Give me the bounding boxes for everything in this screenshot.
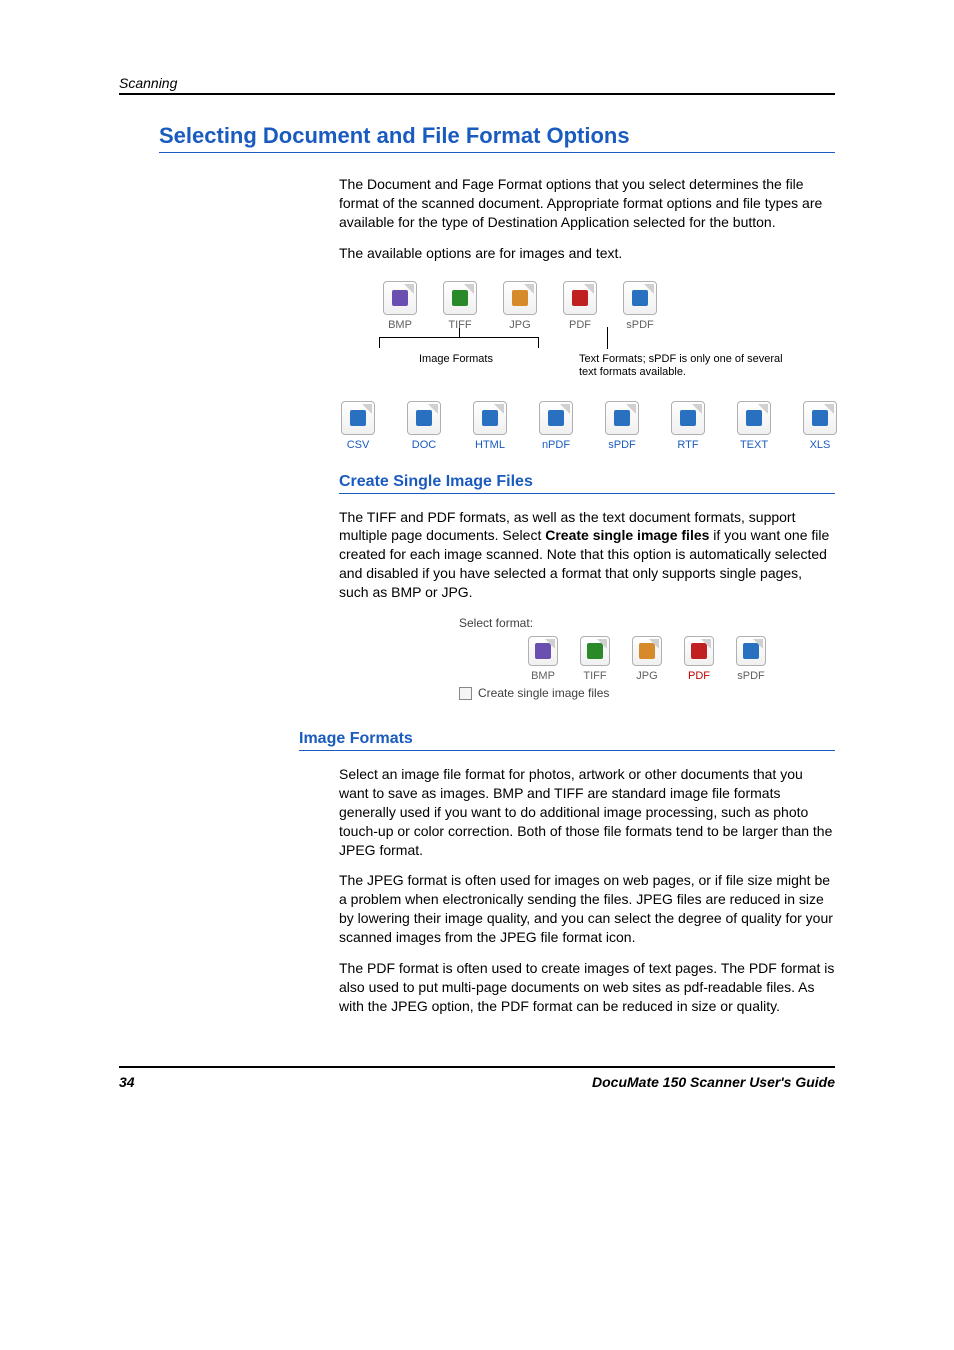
file-icon (737, 401, 771, 435)
intro-p2: The available options are for images and… (339, 244, 835, 263)
format-icon-label: JPG (509, 319, 530, 331)
format-icon-bmp[interactable]: BMP (524, 636, 562, 682)
file-icon (539, 401, 573, 435)
format-icon-bmp[interactable]: BMP (379, 281, 421, 331)
file-icon (580, 636, 610, 666)
file-icon (443, 281, 477, 315)
imgfmt-p2: The JPEG format is often used for images… (339, 871, 835, 947)
format-icon-label: JPG (636, 670, 657, 682)
format-icon-label: sPDF (608, 439, 636, 451)
page-title: Selecting Document and File Format Optio… (159, 123, 835, 153)
format-icon-label: TIFF (448, 319, 471, 331)
format-icon-xls[interactable]: XLS (803, 401, 837, 451)
format-icon-label: XLS (810, 439, 831, 451)
header-rule (119, 93, 835, 95)
select-format-panel: Select format: BMP TIFF JPG PDF sPDF Create … (459, 616, 835, 700)
bracket-right-label: Text Formats; sPDF is only one of severa… (579, 353, 799, 379)
format-icon-label: sPDF (626, 319, 654, 331)
format-icon-npdf[interactable]: nPDF (539, 401, 573, 451)
create-single-body: The TIFF and PDF formats, as well as the… (339, 508, 835, 602)
file-icon (341, 401, 375, 435)
create-single-checkbox-row[interactable]: Create single image files (459, 686, 835, 700)
select-format-toolbar: BMP TIFF JPG PDF sPDF (459, 636, 835, 682)
heading-image-formats: Image Formats (299, 730, 835, 751)
create-single-paragraph: The TIFF and PDF formats, as well as the… (339, 508, 835, 602)
file-icon (736, 636, 766, 666)
bracket-left-label: Image Formats (419, 353, 493, 366)
image-formats-body: Select an image file format for photos, … (339, 765, 835, 1016)
intro-block: The Document and Fage Format options tha… (339, 175, 835, 263)
create-single-checkbox[interactable] (459, 687, 472, 700)
create-single-checkbox-label: Create single image files (478, 686, 609, 700)
file-icon (563, 281, 597, 315)
format-icon-spdf[interactable]: sPDF (732, 636, 770, 682)
format-icon-rtf[interactable]: RTF (671, 401, 705, 451)
file-icon (632, 636, 662, 666)
format-icon-jpg[interactable]: JPG (628, 636, 666, 682)
format-icon-jpg[interactable]: JPG (499, 281, 541, 331)
format-icon-spdf[interactable]: sPDF (605, 401, 639, 451)
format-icon-label: CSV (347, 439, 370, 451)
format-icon-csv[interactable]: CSV (341, 401, 375, 451)
file-icon (671, 401, 705, 435)
intro-p1: The Document and Fage Format options tha… (339, 175, 835, 232)
bracket-annotations: Image Formats Text Formats; sPDF is only… (379, 337, 835, 377)
page-footer: 34 DocuMate 150 Scanner User's Guide (119, 1066, 835, 1090)
format-icon-label: BMP (388, 319, 412, 331)
heading-create-single: Create Single Image Files (339, 473, 835, 494)
imgfmt-p3: The PDF format is often used to create i… (339, 959, 835, 1016)
file-icon (503, 281, 537, 315)
format-icon-spdf[interactable]: sPDF (619, 281, 661, 331)
format-toolbar-primary: BMP TIFF JPG PDF sPDF (379, 281, 835, 331)
format-icon-label: sPDF (737, 670, 765, 682)
create-p-bold: Create single image files (545, 527, 709, 543)
format-icon-label: BMP (531, 670, 555, 682)
format-icon-pdf[interactable]: PDF (680, 636, 718, 682)
format-icon-label: TIFF (583, 670, 606, 682)
format-icon-tiff[interactable]: TIFF (439, 281, 481, 331)
format-icon-label: RTF (677, 439, 698, 451)
select-format-label: Select format: (459, 616, 835, 630)
format-icon-label: nPDF (542, 439, 570, 451)
format-icon-label: PDF (569, 319, 591, 331)
page-number: 34 (119, 1074, 135, 1090)
format-icon-label: TEXT (740, 439, 768, 451)
format-icon-text[interactable]: TEXT (737, 401, 771, 451)
format-icon-label: HTML (475, 439, 505, 451)
format-icon-doc[interactable]: DOC (407, 401, 441, 451)
imgfmt-p1: Select an image file format for photos, … (339, 765, 835, 859)
format-icon-html[interactable]: HTML (473, 401, 507, 451)
format-toolbar-text: CSV DOC HTML nPDF sPDF RTF TEXT XLS (341, 401, 835, 451)
format-icon-pdf[interactable]: PDF (559, 281, 601, 331)
file-icon (605, 401, 639, 435)
file-icon (528, 636, 558, 666)
running-header: Scanning (119, 75, 835, 91)
file-icon (803, 401, 837, 435)
format-icon-tiff[interactable]: TIFF (576, 636, 614, 682)
file-icon (623, 281, 657, 315)
file-icon (684, 636, 714, 666)
file-icon (407, 401, 441, 435)
file-icon (473, 401, 507, 435)
format-icon-label: PDF (688, 670, 710, 682)
guide-title: DocuMate 150 Scanner User's Guide (592, 1074, 835, 1090)
format-icon-label: DOC (412, 439, 436, 451)
file-icon (383, 281, 417, 315)
